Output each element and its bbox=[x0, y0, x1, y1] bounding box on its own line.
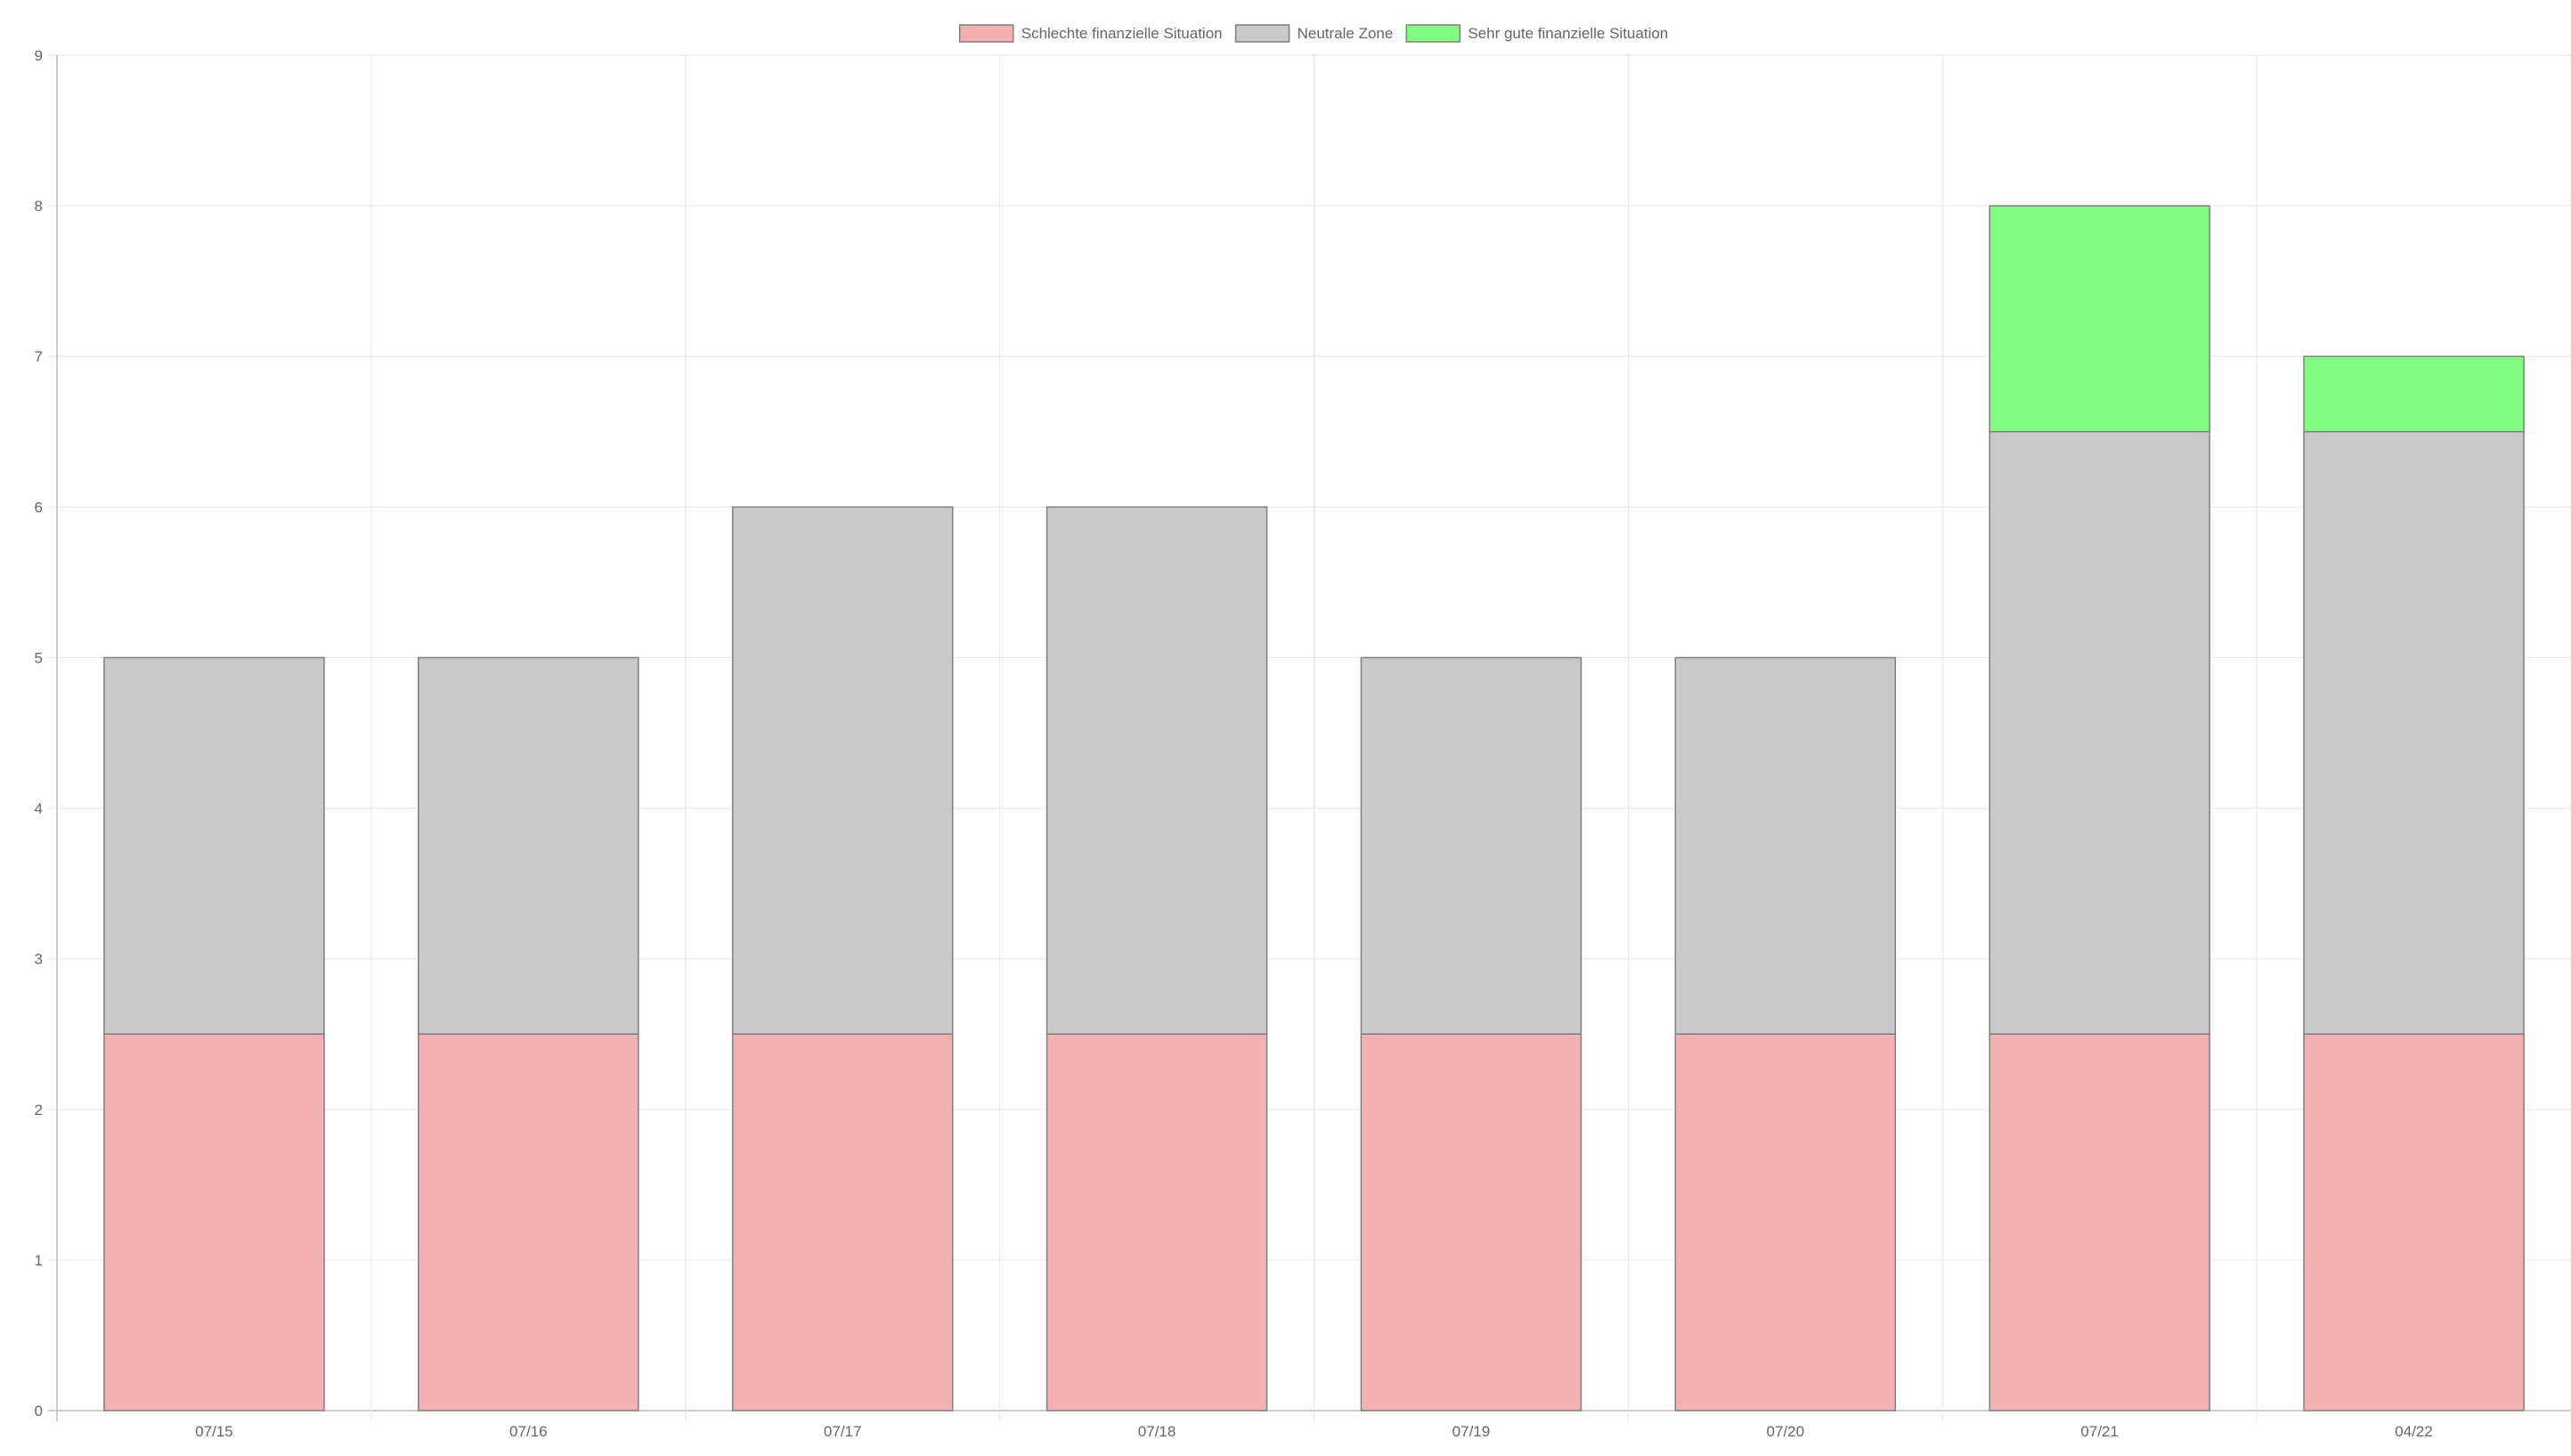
legend[interactable]: Schlechte finanzielle Situation Neutrale … bbox=[958, 24, 1669, 43]
x-tick-label: 07/17 bbox=[824, 1423, 862, 1440]
x-tick-label: 07/18 bbox=[1138, 1423, 1176, 1440]
bar-segment-2[interactable] bbox=[103, 656, 325, 1035]
y-tick-label: 5 bbox=[35, 649, 43, 666]
bar-segment-2[interactable] bbox=[1674, 656, 1897, 1035]
bar-segment-1[interactable] bbox=[418, 1033, 639, 1411]
legend-label: Sehr gute finanzielle Situation bbox=[1468, 25, 1668, 42]
bar-segment-2[interactable] bbox=[1360, 656, 1582, 1035]
x-tick-label: 07/20 bbox=[1767, 1423, 1805, 1440]
y-tick-label: 0 bbox=[35, 1403, 43, 1419]
legend-item-3[interactable]: Sehr gute finanzielle Situation bbox=[1405, 24, 1668, 43]
legend-label: Schlechte finanzielle Situation bbox=[1021, 25, 1223, 42]
y-axis-ticks: 0 1 2 3 4 5 6 7 8 9 bbox=[35, 47, 43, 1419]
legend-swatch bbox=[1405, 24, 1461, 43]
y-tick-label: 9 bbox=[35, 47, 43, 64]
legend-swatch bbox=[958, 24, 1014, 43]
bar-segment-1[interactable] bbox=[1360, 1033, 1582, 1411]
bar-segment-3[interactable] bbox=[2303, 355, 2525, 433]
x-tick-label: 04/22 bbox=[2395, 1423, 2433, 1440]
bar-segment-3[interactable] bbox=[1989, 205, 2210, 433]
y-tick-label: 2 bbox=[35, 1102, 43, 1118]
legend-item-2[interactable]: Neutrale Zone bbox=[1234, 24, 1394, 43]
bar-segment-1[interactable] bbox=[103, 1033, 325, 1411]
x-tick-label: 07/19 bbox=[1452, 1423, 1491, 1440]
x-tick-label: 07/16 bbox=[509, 1423, 548, 1440]
legend-label: Neutrale Zone bbox=[1298, 25, 1394, 42]
x-tick-label: 07/15 bbox=[195, 1423, 233, 1440]
bar-segment-2[interactable] bbox=[418, 656, 639, 1035]
legend-swatch bbox=[1234, 24, 1290, 43]
bar-segment-2[interactable] bbox=[2303, 431, 2525, 1035]
bar-segment-2[interactable] bbox=[1989, 431, 2210, 1035]
y-tick-label: 7 bbox=[35, 348, 43, 365]
bar-segment-1[interactable] bbox=[1045, 1033, 1268, 1411]
x-axis-ticks: 07/15 07/16 07/17 07/18 07/19 07/20 07/21 04/22 bbox=[195, 1423, 2433, 1440]
y-tick-label: 1 bbox=[35, 1252, 43, 1269]
bar-segment-2[interactable] bbox=[1045, 506, 1268, 1035]
bars-layer bbox=[103, 205, 2525, 1411]
bar-segment-1[interactable] bbox=[731, 1033, 954, 1411]
y-tick-label: 6 bbox=[35, 499, 43, 516]
legend-item-1[interactable]: Schlechte finanzielle Situation bbox=[958, 24, 1223, 43]
y-tick-label: 8 bbox=[35, 198, 43, 215]
bar-segment-1[interactable] bbox=[1989, 1033, 2210, 1411]
bar-segment-1[interactable] bbox=[2303, 1033, 2525, 1411]
bar-segment-2[interactable] bbox=[731, 506, 954, 1035]
x-tick-label: 07/21 bbox=[2080, 1423, 2119, 1440]
y-tick-label: 4 bbox=[35, 801, 43, 817]
y-tick-label: 3 bbox=[35, 951, 43, 968]
bar-segment-1[interactable] bbox=[1674, 1033, 1897, 1411]
